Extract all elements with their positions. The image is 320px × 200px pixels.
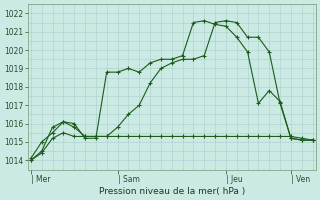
- X-axis label: Pression niveau de la mer( hPa ): Pression niveau de la mer( hPa ): [99, 187, 245, 196]
